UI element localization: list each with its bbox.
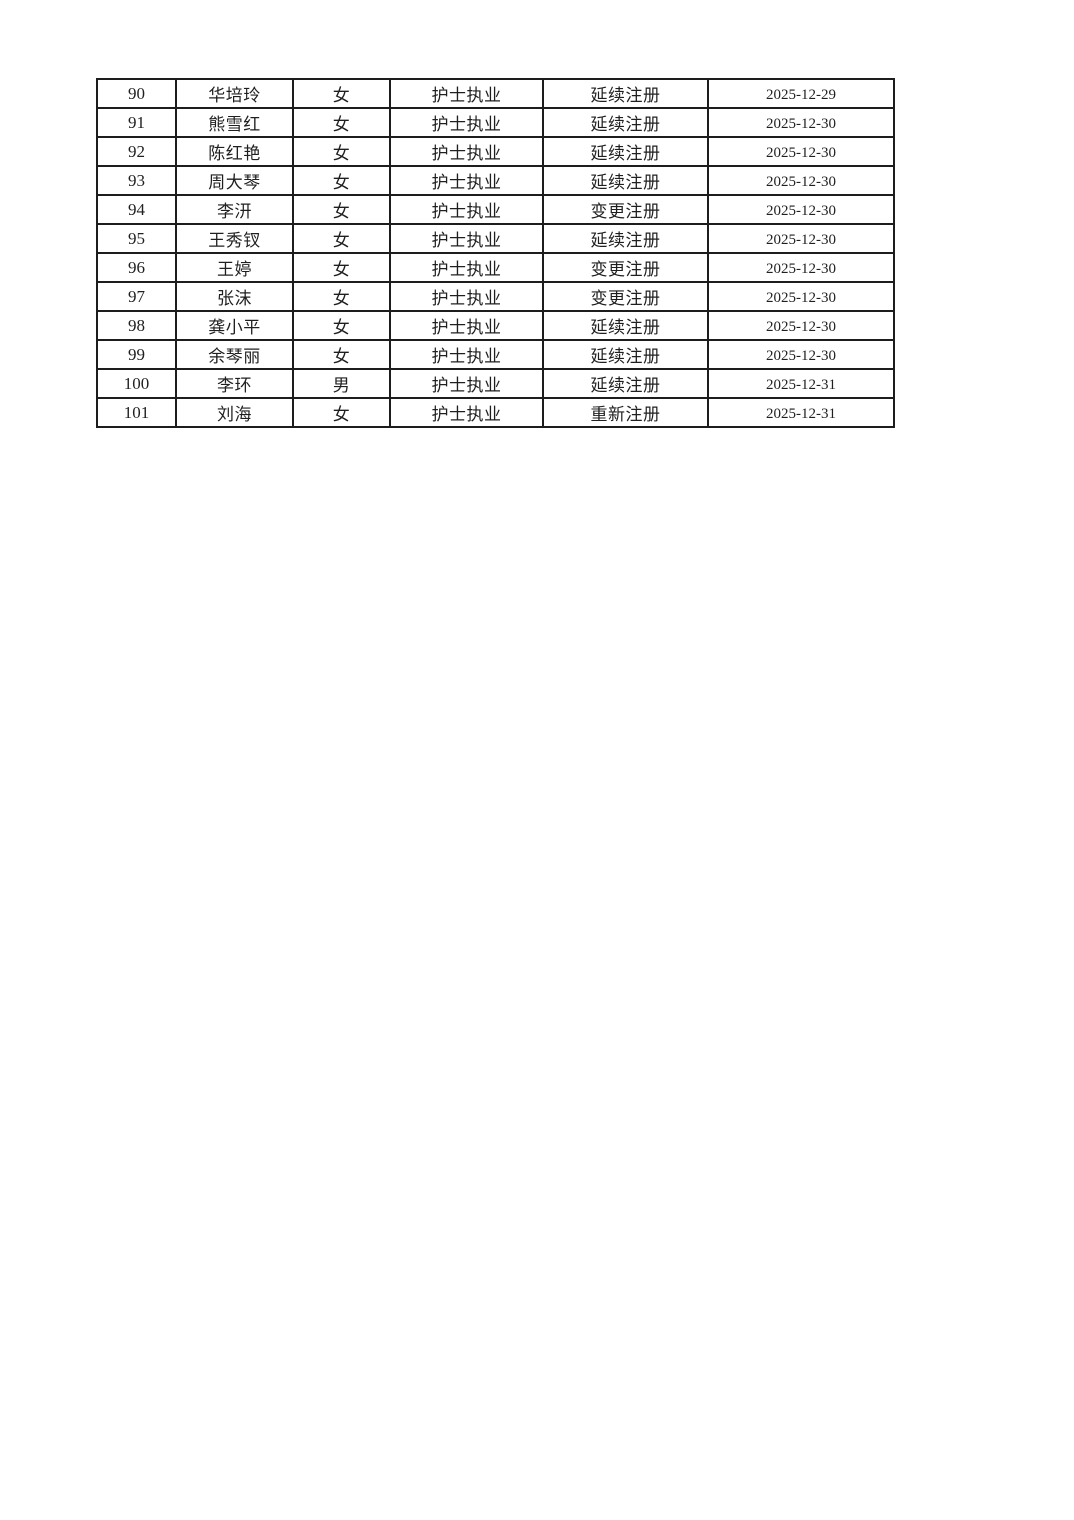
cell-registration-type: 重新注册 [542, 397, 709, 428]
cell-registration-date: 2025-12-30 [707, 165, 895, 196]
cell-gender: 女 [292, 310, 391, 341]
registration-date-text: 2025-12-30 [766, 261, 836, 277]
table-row: 91 熊雪红 女 护士执业 延续注册 2025-12-30 [96, 107, 895, 138]
cell-registration-type: 延续注册 [542, 223, 709, 254]
cell-row-number: 97 [96, 281, 177, 312]
cell-registration-date: 2025-12-30 [707, 339, 895, 370]
cell-registration-date: 2025-12-30 [707, 136, 895, 167]
cell-registration-type: 延续注册 [542, 310, 709, 341]
registration-date-text: 2025-12-30 [766, 174, 836, 190]
table-row: 90 华培玲 女 护士执业 延续注册 2025-12-29 [96, 78, 895, 109]
cell-gender: 女 [292, 339, 391, 370]
cell-gender: 女 [292, 281, 391, 312]
table-row: 95 王秀钗 女 护士执业 延续注册 2025-12-30 [96, 223, 895, 254]
cell-registration-type: 延续注册 [542, 165, 709, 196]
cell-practice-category: 护士执业 [389, 339, 544, 370]
table-row: 93 周大琴 女 护士执业 延续注册 2025-12-30 [96, 165, 895, 196]
table-row: 97 张沫 女 护士执业 变更注册 2025-12-30 [96, 281, 895, 312]
cell-practice-category: 护士执业 [389, 223, 544, 254]
cell-row-number: 92 [96, 136, 177, 167]
cell-row-number: 96 [96, 252, 177, 283]
registration-date-text: 2025-12-30 [766, 319, 836, 335]
cell-row-number: 91 [96, 107, 177, 138]
cell-registration-date: 2025-12-30 [707, 223, 895, 254]
cell-practice-category: 护士执业 [389, 165, 544, 196]
registration-date-text: 2025-12-30 [766, 232, 836, 248]
cell-row-number: 90 [96, 78, 177, 109]
cell-name: 李汧 [175, 194, 294, 225]
cell-practice-category: 护士执业 [389, 107, 544, 138]
cell-registration-type: 延续注册 [542, 78, 709, 109]
cell-practice-category: 护士执业 [389, 397, 544, 428]
cell-row-number: 101 [96, 397, 177, 428]
cell-row-number: 93 [96, 165, 177, 196]
cell-registration-date: 2025-12-30 [707, 252, 895, 283]
cell-gender: 女 [292, 194, 391, 225]
cell-row-number: 98 [96, 310, 177, 341]
cell-practice-category: 护士执业 [389, 368, 544, 399]
cell-name: 华培玲 [175, 78, 294, 109]
cell-name: 刘海 [175, 397, 294, 428]
cell-gender: 女 [292, 165, 391, 196]
cell-registration-date: 2025-12-30 [707, 281, 895, 312]
cell-practice-category: 护士执业 [389, 310, 544, 341]
registration-date-text: 2025-12-30 [766, 116, 836, 132]
cell-registration-type: 变更注册 [542, 194, 709, 225]
cell-gender: 男 [292, 368, 391, 399]
cell-gender: 女 [292, 397, 391, 428]
cell-practice-category: 护士执业 [389, 281, 544, 312]
table-row: 101 刘海 女 护士执业 重新注册 2025-12-31 [96, 397, 895, 428]
cell-row-number: 94 [96, 194, 177, 225]
cell-name: 周大琴 [175, 165, 294, 196]
cell-practice-category: 护士执业 [389, 194, 544, 225]
cell-name: 王婷 [175, 252, 294, 283]
registration-date-text: 2025-12-29 [766, 87, 836, 103]
cell-name: 张沫 [175, 281, 294, 312]
cell-registration-type: 延续注册 [542, 136, 709, 167]
registration-date-text: 2025-12-30 [766, 145, 836, 161]
cell-row-number: 99 [96, 339, 177, 370]
cell-registration-type: 延续注册 [542, 368, 709, 399]
registration-date-text: 2025-12-30 [766, 290, 836, 306]
cell-registration-date: 2025-12-29 [707, 78, 895, 109]
registration-table-container: 90 华培玲 女 护士执业 延续注册 2025-12-29 91 熊雪红 女 护… [96, 78, 895, 428]
cell-registration-type: 延续注册 [542, 339, 709, 370]
cell-registration-date: 2025-12-30 [707, 107, 895, 138]
registration-date-text: 2025-12-31 [766, 406, 836, 422]
cell-registration-date: 2025-12-30 [707, 194, 895, 225]
cell-gender: 女 [292, 223, 391, 254]
table-row: 98 龚小平 女 护士执业 延续注册 2025-12-30 [96, 310, 895, 341]
cell-registration-date: 2025-12-31 [707, 397, 895, 428]
cell-practice-category: 护士执业 [389, 252, 544, 283]
cell-name: 王秀钗 [175, 223, 294, 254]
cell-gender: 女 [292, 78, 391, 109]
registration-table: 90 华培玲 女 护士执业 延续注册 2025-12-29 91 熊雪红 女 护… [96, 78, 895, 428]
table-row: 92 陈红艳 女 护士执业 延续注册 2025-12-30 [96, 136, 895, 167]
cell-registration-date: 2025-12-31 [707, 368, 895, 399]
cell-name: 龚小平 [175, 310, 294, 341]
cell-name: 李环 [175, 368, 294, 399]
cell-registration-type: 变更注册 [542, 281, 709, 312]
table-row: 100 李环 男 护士执业 延续注册 2025-12-31 [96, 368, 895, 399]
table-row: 94 李汧 女 护士执业 变更注册 2025-12-30 [96, 194, 895, 225]
table-row: 99 余琴丽 女 护士执业 延续注册 2025-12-30 [96, 339, 895, 370]
registration-date-text: 2025-12-31 [766, 377, 836, 393]
cell-practice-category: 护士执业 [389, 136, 544, 167]
cell-gender: 女 [292, 107, 391, 138]
table-row: 96 王婷 女 护士执业 变更注册 2025-12-30 [96, 252, 895, 283]
cell-practice-category: 护士执业 [389, 78, 544, 109]
cell-registration-type: 变更注册 [542, 252, 709, 283]
cell-registration-type: 延续注册 [542, 107, 709, 138]
cell-gender: 女 [292, 252, 391, 283]
cell-row-number: 100 [96, 368, 177, 399]
cell-row-number: 95 [96, 223, 177, 254]
registration-date-text: 2025-12-30 [766, 348, 836, 364]
cell-name: 余琴丽 [175, 339, 294, 370]
cell-gender: 女 [292, 136, 391, 167]
cell-name: 熊雪红 [175, 107, 294, 138]
registration-date-text: 2025-12-30 [766, 203, 836, 219]
cell-name: 陈红艳 [175, 136, 294, 167]
cell-registration-date: 2025-12-30 [707, 310, 895, 341]
